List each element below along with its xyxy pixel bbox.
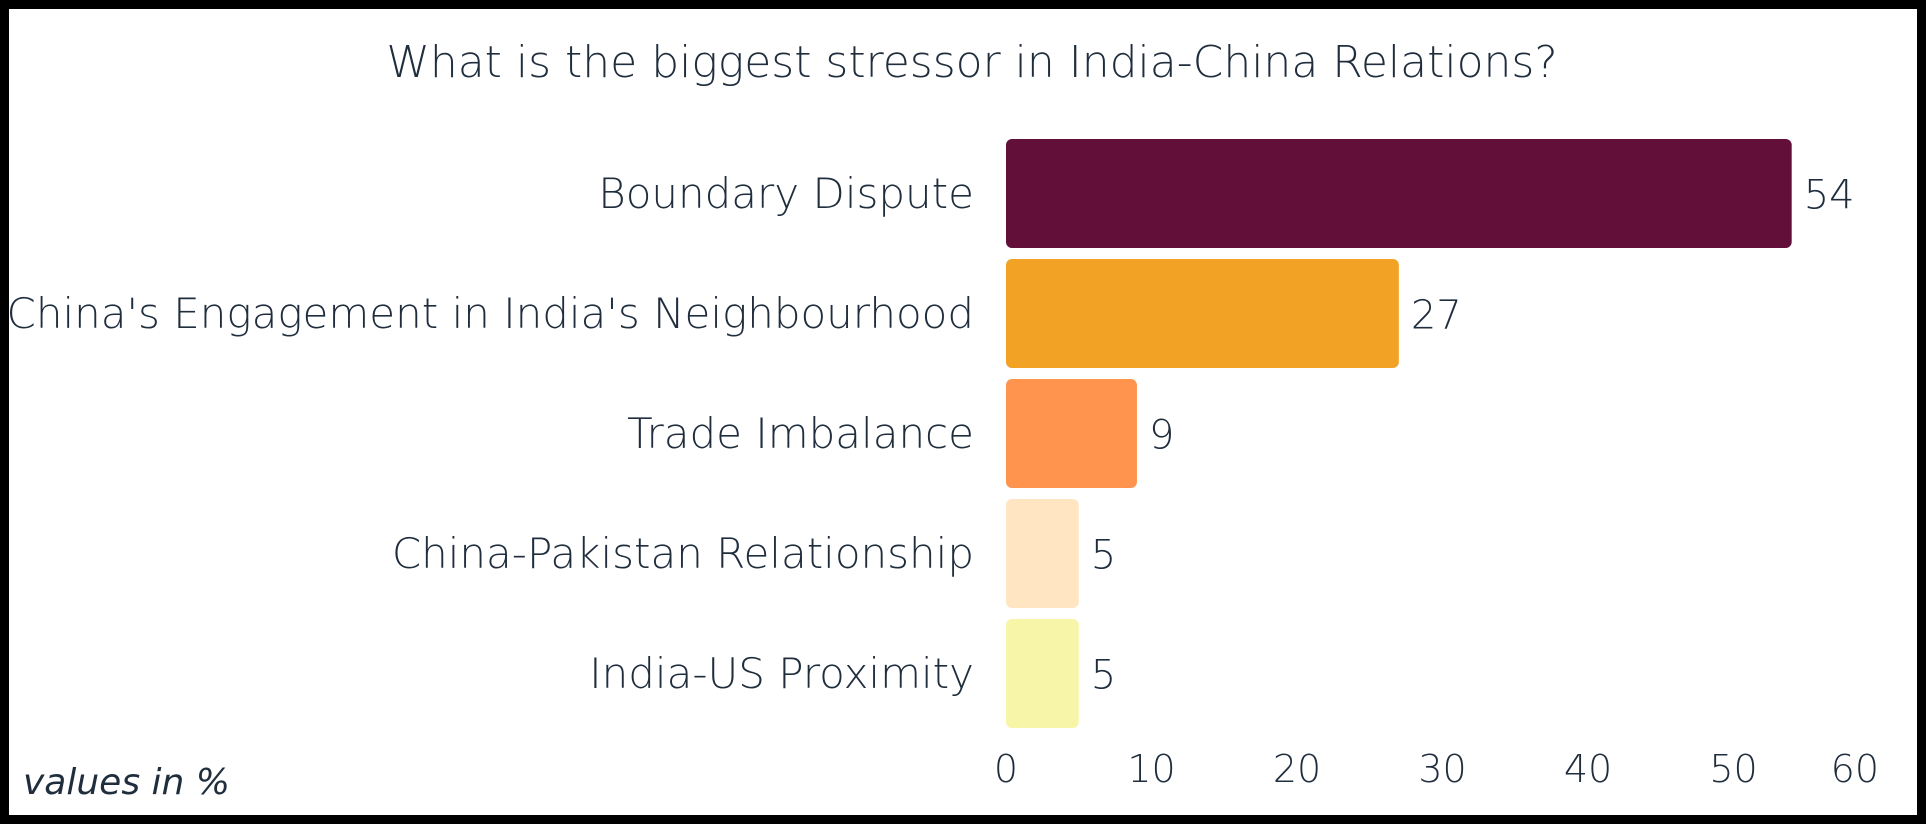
bar-chart: Boundary Dispute 54 China's Engagement in … bbox=[9, 139, 1879, 791]
x-tick-label-60: 60 bbox=[1831, 747, 1879, 791]
x-tick-label-0: 0 bbox=[994, 747, 1018, 791]
x-tick-label-30: 30 bbox=[1418, 747, 1466, 791]
bar-india-us-proximity bbox=[1006, 619, 1079, 728]
bar-china-pakistan-relationship bbox=[1006, 499, 1079, 608]
category-label-india-us-proximity: India-US Proximity bbox=[589, 649, 974, 698]
value-label-china-s-engagement-in-india-s-neighbourhood: 27 bbox=[1411, 293, 1462, 339]
category-label-trade-imbalance: Trade Imbalance bbox=[627, 409, 974, 458]
bar-trade-imbalance bbox=[1006, 379, 1137, 488]
category-label-boundary-dispute: Boundary Dispute bbox=[598, 169, 974, 218]
x-tick-label-40: 40 bbox=[1564, 747, 1612, 791]
value-label-china-pakistan-relationship: 5 bbox=[1091, 533, 1116, 579]
x-tick-label-20: 20 bbox=[1273, 747, 1321, 791]
x-tick-label-50: 50 bbox=[1709, 747, 1757, 791]
category-label-china-pakistan-relationship: China-Pakistan Relationship bbox=[392, 529, 974, 578]
value-label-trade-imbalance: 9 bbox=[1149, 413, 1174, 459]
chart-title: What is the biggest stressor in India-Ch… bbox=[386, 37, 1558, 88]
units-note: values in % bbox=[23, 762, 230, 803]
value-label-india-us-proximity: 5 bbox=[1091, 653, 1116, 699]
x-tick-label-10: 10 bbox=[1127, 747, 1175, 791]
bar-china-s-engagement-in-india-s-neighbourhood bbox=[1006, 259, 1399, 368]
value-label-boundary-dispute: 54 bbox=[1804, 173, 1855, 219]
category-label-china-s-engagement-in-india-s-neighbourhood: China's Engagement in India's Neighbourh… bbox=[9, 289, 974, 338]
bar-boundary-dispute bbox=[1006, 139, 1792, 248]
